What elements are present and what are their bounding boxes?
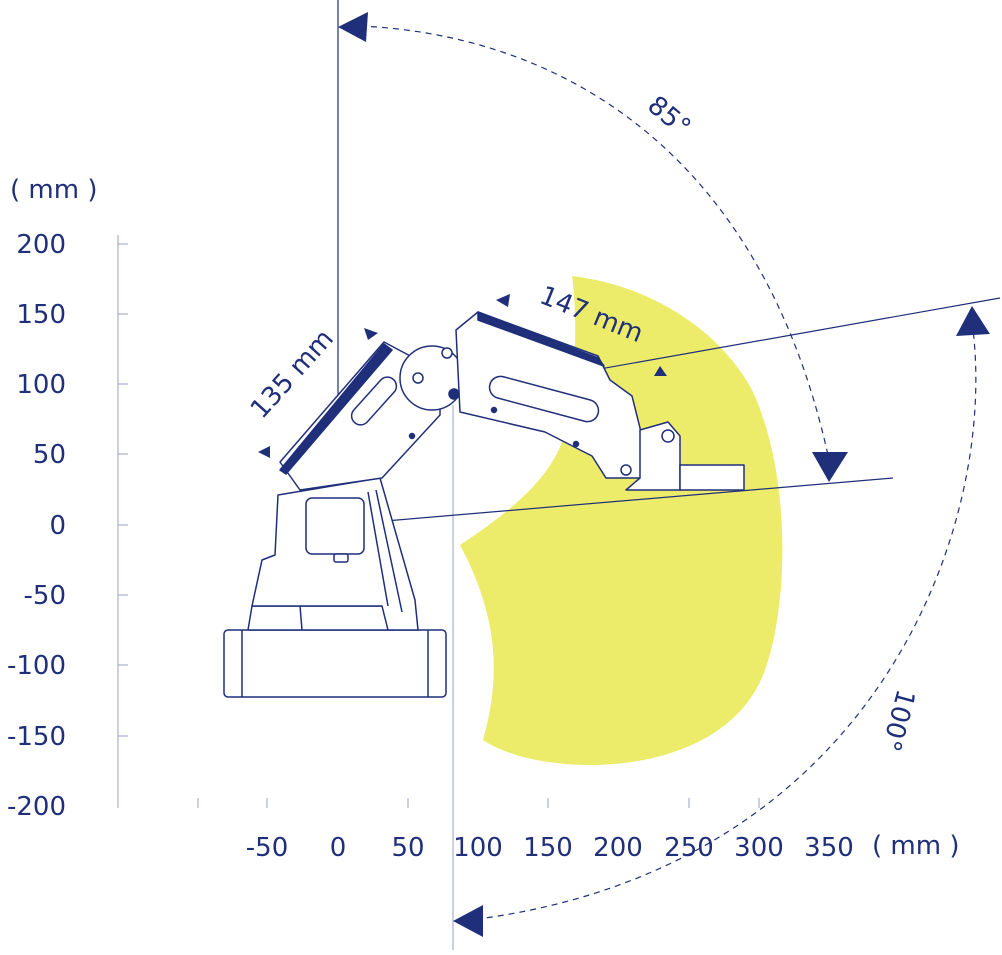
x-tick-label: 100 (453, 833, 503, 863)
y-tick-label: -50 (24, 581, 66, 611)
y-tick-labels: 200 150 100 50 0 -50 -100 -150 -200 (7, 230, 66, 822)
x-axis-unit: ( mm ) (872, 831, 959, 861)
y-axis-unit: ( mm ) (10, 175, 97, 205)
robot-arm (223, 311, 745, 698)
x-tick-label: 250 (664, 833, 714, 863)
arc-arrow-mid (812, 452, 848, 482)
dim-arrow-135-upper (364, 328, 378, 340)
lower-angle-label: 100° (875, 686, 920, 754)
arc-arrow-top (338, 12, 368, 42)
y-tick-marks (118, 243, 128, 737)
robot-elbow-joint (399, 345, 465, 411)
x-tick-marks (197, 798, 760, 808)
y-tick-label: 100 (16, 370, 66, 400)
x-tick-labels: -50 0 50 100 150 200 250 300 350 (246, 833, 854, 863)
y-tick-label: 50 (33, 440, 66, 470)
dim-arrow-135-lower (258, 446, 270, 458)
x-tick-label: 200 (593, 833, 643, 863)
y-tick-label: -200 (7, 792, 66, 822)
angle-arcs (359, 25, 977, 921)
y-tick-label: 0 (49, 511, 66, 541)
x-tick-label: 150 (523, 833, 573, 863)
x-tick-label: -50 (246, 833, 288, 863)
robot-body-window (305, 497, 365, 555)
y-tick-label: 150 (16, 300, 66, 330)
x-tick-label: 350 (804, 833, 854, 863)
y-tick-label: -150 (7, 722, 66, 752)
lower-reach-line (337, 477, 894, 526)
dim-arrow-147-left (496, 294, 510, 307)
y-tick-label: 200 (16, 230, 66, 260)
x-tick-label: 300 (734, 833, 784, 863)
dim-arrow-147-right (654, 366, 667, 376)
workspace-region (460, 276, 783, 765)
upper-angle-label: 85° (642, 90, 697, 143)
x-tick-label: 0 (330, 833, 347, 863)
robot-end-effector (679, 464, 745, 491)
y-tick-label: -100 (7, 651, 66, 681)
axes (117, 235, 119, 808)
arc-arrow-bottom (453, 905, 483, 937)
robot-base (223, 629, 447, 698)
x-tick-label: 50 (391, 833, 424, 863)
upper-angle-arc (359, 25, 829, 456)
arc-arrow-right (956, 306, 990, 336)
arrowheads (258, 12, 990, 937)
robot-base-plate (247, 605, 395, 631)
